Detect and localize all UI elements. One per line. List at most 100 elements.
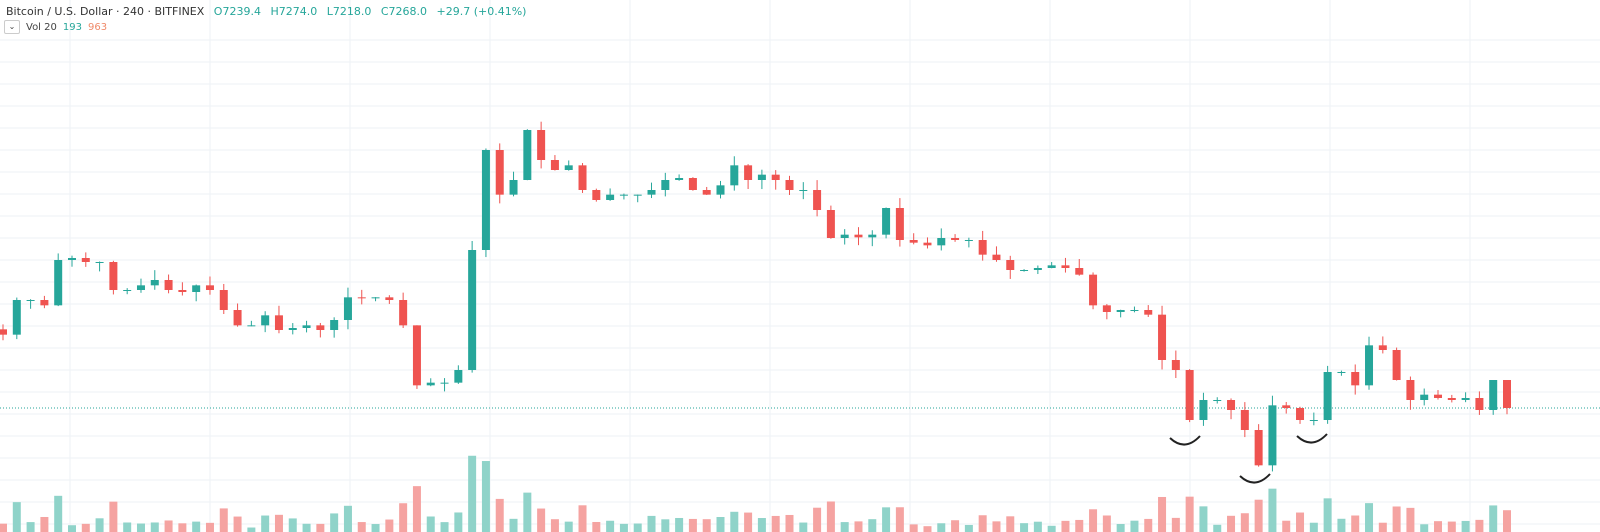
- volume-bar: [978, 515, 987, 532]
- volume-bar: [454, 512, 463, 532]
- candle-body: [26, 300, 35, 301]
- volume-bar: [716, 517, 725, 532]
- ohlc-high: H7274.0: [270, 5, 318, 18]
- candle-body: [1089, 274, 1098, 306]
- volume-bar: [771, 515, 780, 532]
- volume-label: Vol 20: [26, 21, 57, 33]
- candle-body: [1503, 380, 1511, 408]
- volume-bar: [81, 523, 90, 532]
- candle-body: [744, 165, 753, 180]
- volume-bar: [150, 522, 159, 532]
- candle-body: [399, 300, 408, 326]
- volume-bar: [1102, 515, 1111, 532]
- volume-bar: [164, 520, 173, 532]
- volume-bar: [840, 522, 849, 532]
- volume-bar: [1075, 519, 1084, 532]
- volume-bar: [1503, 510, 1511, 532]
- volume-bar: [744, 512, 753, 532]
- volume-bar: [1406, 507, 1415, 532]
- volume-bar: [1420, 524, 1429, 532]
- candle-body: [1282, 405, 1291, 408]
- candle-body: [1144, 310, 1153, 315]
- volume-bar: [1227, 515, 1236, 532]
- candle-body: [923, 242, 932, 246]
- volume-bar: [219, 508, 228, 532]
- candle-body: [564, 165, 573, 170]
- chevron-down-icon[interactable]: ⌄: [4, 20, 20, 34]
- candle-body: [730, 165, 739, 186]
- volume-bar: [192, 521, 201, 532]
- candle-body: [316, 325, 325, 330]
- volume-bar: [1296, 512, 1305, 532]
- candle-body: [233, 310, 242, 326]
- candle-body: [150, 280, 159, 286]
- candle-body: [1351, 372, 1360, 386]
- candle-body: [136, 285, 145, 290]
- volume-bar: [288, 518, 297, 532]
- candle-body: [67, 258, 76, 260]
- volume-bar: [109, 501, 118, 532]
- volume-bar: [40, 516, 49, 532]
- candle-body: [1378, 345, 1387, 350]
- volume-bar: [661, 519, 670, 532]
- volume-bar: [481, 461, 490, 532]
- volume-bar: [1089, 509, 1098, 532]
- volume-bar: [1309, 522, 1318, 532]
- candle-body: [164, 280, 173, 290]
- volume-bar: [826, 501, 835, 532]
- volume-bar: [95, 518, 104, 532]
- candle-body: [964, 240, 973, 241]
- candle-body: [357, 297, 366, 299]
- candle-body: [978, 240, 987, 255]
- volume-bar: [1461, 520, 1470, 532]
- candle-body: [178, 290, 187, 292]
- candle-body: [523, 130, 532, 180]
- volume-bar: [1351, 515, 1360, 532]
- volume-bar: [1130, 520, 1139, 532]
- candle-body: [868, 234, 877, 238]
- candle-body: [951, 238, 960, 240]
- candle-body: [343, 297, 352, 320]
- candle-body: [1075, 268, 1084, 275]
- volume-bar: [882, 507, 891, 532]
- volume-bar: [12, 502, 21, 532]
- volume-bar: [54, 495, 63, 532]
- candle-body: [1254, 430, 1263, 466]
- candle-body: [1447, 398, 1456, 400]
- candle-body: [1420, 394, 1429, 400]
- ohlc-open: O7239.4: [213, 5, 261, 18]
- volume-bar: [233, 516, 242, 532]
- candle-body: [854, 234, 863, 238]
- candle-body: [909, 240, 918, 243]
- candle-body: [219, 290, 228, 310]
- candle-body: [1240, 410, 1249, 430]
- volume-bar: [343, 505, 352, 532]
- volume-bar: [564, 521, 573, 532]
- volume-bar: [0, 523, 7, 532]
- candle-body: [592, 190, 601, 200]
- candle-body: [1227, 400, 1236, 410]
- volume-bar: [647, 515, 656, 532]
- volume-bar: [1475, 519, 1484, 532]
- candle-body: [385, 297, 394, 300]
- volume-bar: [509, 518, 518, 532]
- candle-body: [1475, 398, 1484, 410]
- volume-bar: [895, 507, 904, 532]
- candle-body: [882, 208, 891, 235]
- volume-bar: [688, 518, 697, 532]
- volume-bar: [868, 519, 877, 532]
- candle-body: [1199, 400, 1208, 420]
- candle-body: [1337, 372, 1346, 373]
- volume-bar: [385, 519, 394, 532]
- volume-bar: [261, 515, 270, 532]
- volume-bar: [523, 492, 532, 532]
- candle-body: [688, 178, 697, 190]
- candle-body: [12, 300, 21, 335]
- volume-bar: [937, 523, 946, 532]
- candle-body: [1296, 408, 1305, 420]
- candle-body: [412, 325, 421, 386]
- annotation-arc: [1169, 435, 1201, 446]
- annotation-arc: [1296, 433, 1328, 444]
